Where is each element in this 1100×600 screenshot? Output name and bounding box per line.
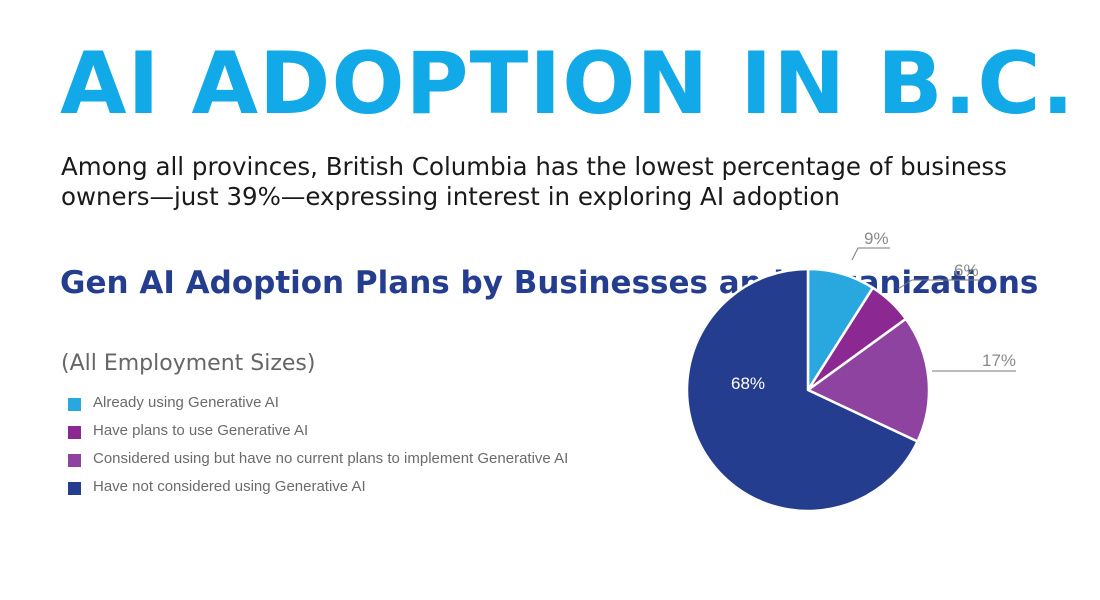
chart-subtitle: (All Employment Sizes) [61,351,316,376]
chart-title: Gen AI Adoption Plans by Businesses and … [60,265,1039,301]
legend-item-already-using: Already using Generative AI [68,388,568,416]
pie-leader-line [851,247,890,261]
legend-swatch [68,425,81,439]
legend-item-not-considered: Have not considered using Generative AI [68,472,568,500]
pie-slice [685,267,919,513]
pie-data-label: 68% [731,374,765,393]
pie-slice [806,317,931,443]
legend-swatch [68,397,81,411]
legend-item-considered-no-plans: Considered using but have no current pla… [68,444,568,472]
legend-label: Have not considered using Generative AI [93,477,366,495]
legend-label: Have plans to use Generative AI [93,421,309,439]
legend-label: Considered using but have no current pla… [93,449,569,467]
legend-swatch [68,481,81,495]
pie-data-label: 9% [864,229,889,248]
page-title: AI ADOPTION IN B.C. [60,34,1076,134]
legend-swatch [68,453,81,467]
pie-data-label: 17% [982,351,1016,370]
legend-label: Already using Generative AI [93,393,279,411]
chart-legend: Already using Generative AI Have plans t… [68,388,568,500]
page-subtitle: Among all provinces, British Columbia ha… [61,152,1007,211]
legend-item-have-plans: Have plans to use Generative AI [68,416,568,444]
